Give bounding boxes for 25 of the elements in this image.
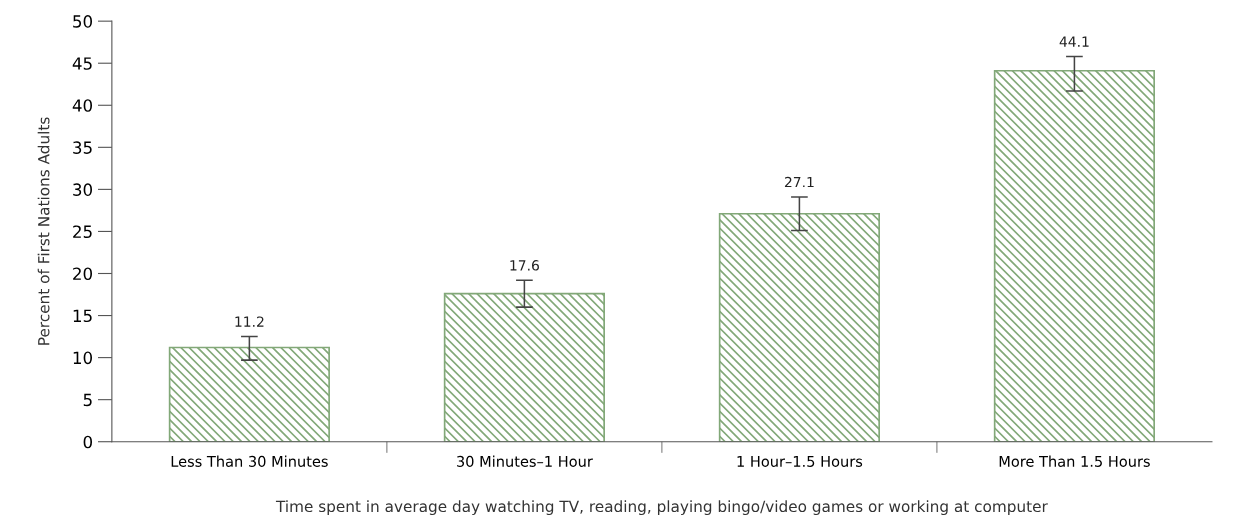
x-tick-label: 30 Minutes–1 Hour xyxy=(457,455,593,467)
x-tick-label: Less Than 30 Minutes xyxy=(171,455,328,467)
y-tick-label: 40 xyxy=(72,99,93,112)
y-tick-label: 30 xyxy=(73,183,93,196)
bar xyxy=(443,292,605,442)
data-label: 11.2 xyxy=(235,316,264,327)
y-axis-title: Percent of First Nations Adults xyxy=(37,117,50,345)
data-label: 44.1 xyxy=(1059,36,1089,47)
bar xyxy=(168,346,330,442)
bar xyxy=(718,212,880,442)
y-tick-label: 50 xyxy=(73,15,93,28)
y-tick-label: 25 xyxy=(73,225,92,239)
y-tick-label: 0 xyxy=(83,435,93,449)
y-tick-label: 35 xyxy=(73,141,92,154)
x-tick-label: 1 Hour–1.5 Hours xyxy=(737,456,863,467)
bar xyxy=(993,69,1156,442)
y-tick-label: 5 xyxy=(83,393,92,407)
y-tick-label: 15 xyxy=(73,309,92,323)
y-tick-label: 45 xyxy=(72,57,92,70)
y-tick-label: 20 xyxy=(73,267,93,281)
data-label: 17.6 xyxy=(510,260,539,271)
data-label: 27.1 xyxy=(784,176,814,188)
x-axis-title: Time spent in average day watching TV, reading, playing bingo/video games or working at computer xyxy=(275,500,1048,516)
y-tick-label: 10 xyxy=(73,351,93,365)
x-tick-label: More Than 1.5 Hours xyxy=(999,455,1150,467)
